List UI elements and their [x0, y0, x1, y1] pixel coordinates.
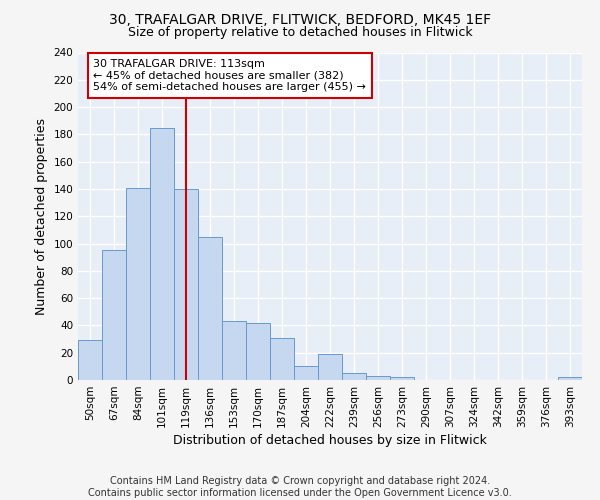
Text: Contains HM Land Registry data © Crown copyright and database right 2024.
Contai: Contains HM Land Registry data © Crown c…	[88, 476, 512, 498]
Bar	[318, 354, 342, 380]
Bar	[246, 322, 270, 380]
Bar	[558, 378, 582, 380]
Y-axis label: Number of detached properties: Number of detached properties	[35, 118, 48, 315]
Bar	[342, 373, 366, 380]
Bar	[126, 188, 150, 380]
Bar	[366, 376, 390, 380]
Text: 30, TRAFALGAR DRIVE, FLITWICK, BEDFORD, MK45 1EF: 30, TRAFALGAR DRIVE, FLITWICK, BEDFORD, …	[109, 12, 491, 26]
Bar	[174, 189, 198, 380]
Text: 30 TRAFALGAR DRIVE: 113sqm
← 45% of detached houses are smaller (382)
54% of sem: 30 TRAFALGAR DRIVE: 113sqm ← 45% of deta…	[93, 59, 366, 92]
Bar	[270, 338, 294, 380]
Bar	[222, 322, 246, 380]
Bar	[78, 340, 102, 380]
Bar	[150, 128, 174, 380]
Bar	[102, 250, 126, 380]
Bar	[294, 366, 318, 380]
X-axis label: Distribution of detached houses by size in Flitwick: Distribution of detached houses by size …	[173, 434, 487, 447]
Bar	[198, 236, 222, 380]
Text: Size of property relative to detached houses in Flitwick: Size of property relative to detached ho…	[128, 26, 472, 39]
Bar	[390, 378, 414, 380]
